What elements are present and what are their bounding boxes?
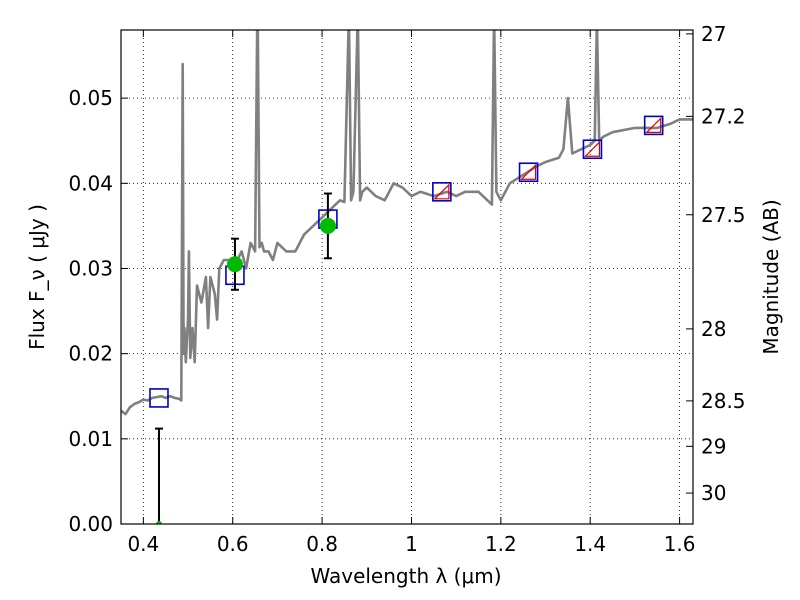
y-axis-label-left: Flux F_ν ( μJy ) — [25, 204, 49, 350]
right-tick-label: 29 — [701, 434, 726, 458]
y-tick-label: 0.04 — [68, 171, 113, 195]
y-tick-label: 0.01 — [68, 427, 113, 451]
model-flux-square — [582, 139, 603, 160]
y-tick-label: 0.00 — [68, 512, 113, 536]
upper-limit-marker — [520, 163, 537, 180]
right-tick-label: 27 — [701, 22, 726, 46]
model-flux-square — [149, 388, 169, 408]
x-axis-label: Wavelength λ (μm) — [310, 564, 501, 588]
photometric-point — [226, 256, 243, 273]
upper-limit-marker — [645, 116, 662, 133]
x-tick-label: 0.6 — [217, 532, 249, 556]
x-tick-label: 1.2 — [485, 532, 517, 556]
right-tick-label: 28.5 — [701, 389, 746, 413]
x-tick-label: 1.4 — [574, 532, 606, 556]
upper-limit-marker — [584, 140, 601, 157]
photometric-point — [319, 217, 336, 234]
right-tick-label: 27.2 — [701, 104, 746, 128]
x-tick-label: 1.6 — [664, 532, 696, 556]
model-flux-square — [518, 162, 539, 183]
y-tick-label: 0.03 — [68, 256, 113, 280]
right-tick-label: 30 — [701, 481, 726, 505]
y-tick-label: 0.02 — [68, 342, 113, 366]
model-flux-square — [643, 115, 664, 136]
spectrum-line — [121, 30, 693, 416]
x-tick-label: 0.4 — [127, 532, 159, 556]
model-flux-square — [432, 182, 452, 202]
x-tick-label: 0.8 — [306, 532, 338, 556]
right-tick-label: 28 — [701, 317, 726, 341]
x-tick-label: 1 — [405, 532, 418, 556]
y-axis-label-left-text: Flux F_ν ( μJy ) — [25, 204, 49, 350]
right-tick-label: 27.5 — [701, 203, 746, 227]
tick-layer: 0.4 0.6 0.8 1 1.2 1.4 1.6 0.00 0.01 0.02 0.03 0.04 0… — [68, 22, 745, 556]
photometric-point — [155, 521, 162, 524]
marker-layer — [149, 115, 664, 524]
plot-frame — [120, 29, 694, 525]
spectrum-layer — [121, 30, 693, 416]
upper-limit-marker — [433, 183, 450, 200]
y-tick-label: 0.05 — [68, 86, 113, 110]
y-axis-label-right: Magnitude (AB) — [759, 199, 783, 354]
